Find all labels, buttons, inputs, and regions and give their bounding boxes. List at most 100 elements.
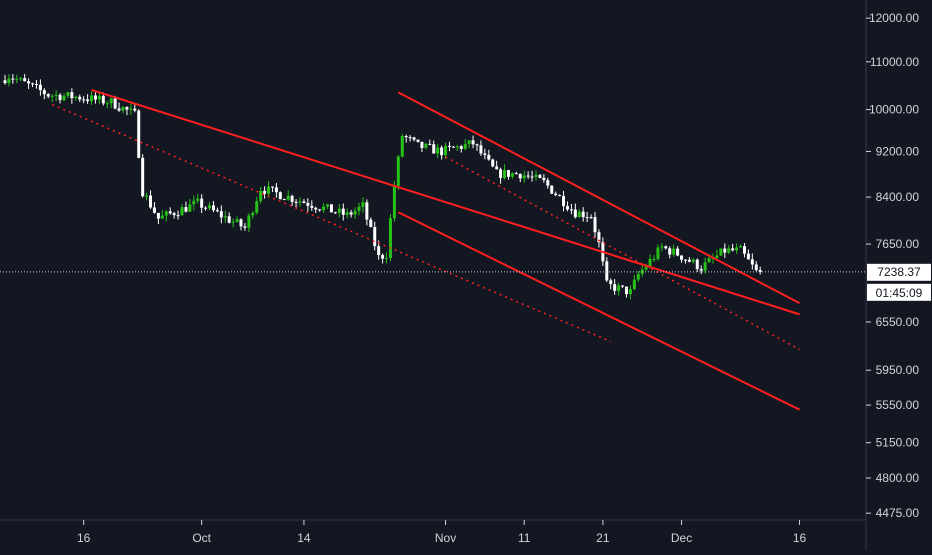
y-tick-label: 7650.00 xyxy=(876,237,920,251)
candle-body xyxy=(683,259,687,261)
candle-body xyxy=(467,140,471,145)
time-axis[interactable]: 16 Oct 14 Nov 11 21 Dec 16 xyxy=(77,520,807,545)
candle-body xyxy=(487,154,491,160)
candle-body xyxy=(451,146,455,148)
candle-body xyxy=(211,205,215,211)
candle-body xyxy=(381,254,385,259)
last-price-marker: 7238.37 01:45:09 xyxy=(0,263,931,301)
candle-body xyxy=(499,169,503,179)
candle-body xyxy=(628,289,632,295)
y-tick-label: 4475.00 xyxy=(876,506,920,520)
candle-body xyxy=(471,140,475,145)
y-tick-label: 6550.00 xyxy=(876,315,920,329)
candle-body xyxy=(255,201,259,213)
candle-body xyxy=(440,147,444,156)
candle-body xyxy=(90,95,94,102)
candle-body xyxy=(322,206,326,211)
candle-body xyxy=(593,217,597,233)
candle-body xyxy=(731,248,735,251)
candle-body xyxy=(672,248,676,255)
candle-body xyxy=(290,195,294,202)
candle-countdown: 01:45:09 xyxy=(876,286,923,300)
candle-body xyxy=(727,248,731,253)
channel-midline[interactable] xyxy=(445,156,800,351)
candle-body xyxy=(215,210,219,212)
candle-body xyxy=(353,210,357,215)
candle-body xyxy=(562,195,566,207)
candle-body xyxy=(680,255,684,260)
candle-body xyxy=(365,202,369,220)
candle-body xyxy=(463,144,467,149)
last-price-badge xyxy=(867,263,931,281)
candle-body xyxy=(54,94,58,96)
candle-body xyxy=(357,206,361,211)
candle-body xyxy=(589,217,593,219)
candle-body xyxy=(74,96,78,99)
candle-body xyxy=(34,84,38,86)
candle-body xyxy=(168,211,172,214)
channel-midline[interactable] xyxy=(51,103,612,343)
candle-body xyxy=(188,204,192,212)
candle-body xyxy=(270,186,274,188)
candle-body xyxy=(361,202,365,207)
x-tick-label: 16 xyxy=(793,531,807,545)
candle-body xyxy=(164,211,168,216)
candle-body xyxy=(133,108,137,111)
candle-body xyxy=(227,216,231,223)
candle-body xyxy=(719,248,723,256)
candle-body xyxy=(558,195,562,197)
candle-body xyxy=(38,84,42,91)
y-tick-label: 5150.00 xyxy=(876,436,920,450)
candle-body xyxy=(42,90,46,95)
candle-body xyxy=(530,176,534,178)
candle-body xyxy=(200,198,204,208)
y-tick-label: 12000.00 xyxy=(869,11,919,25)
candle-body xyxy=(278,192,282,200)
x-tick-label: Dec xyxy=(671,531,692,545)
candle-body xyxy=(514,173,518,175)
candle-body xyxy=(707,258,711,263)
y-tick-label: 10000.00 xyxy=(869,103,919,117)
candle-body xyxy=(522,175,526,179)
candle-body xyxy=(125,107,129,110)
candle-body xyxy=(326,204,330,207)
candle-body xyxy=(129,108,133,110)
candle-body xyxy=(459,146,463,149)
x-tick-label: 14 xyxy=(297,531,311,545)
candle-body xyxy=(7,78,11,84)
candle-body xyxy=(542,177,546,181)
candle-body xyxy=(624,286,628,295)
channel-trend-line[interactable] xyxy=(91,88,800,316)
candle-body xyxy=(302,201,306,203)
candle-body xyxy=(546,180,550,186)
candle-body xyxy=(349,212,353,215)
candle-body xyxy=(385,257,389,259)
candle-body xyxy=(329,204,333,213)
candle-body xyxy=(436,147,440,154)
candle-body xyxy=(176,215,180,217)
candle-body xyxy=(660,246,664,248)
candle-body xyxy=(149,195,153,208)
candle-body xyxy=(392,185,396,219)
candle-body xyxy=(617,285,621,291)
candle-body xyxy=(573,209,577,218)
candle-body xyxy=(247,215,251,228)
y-tick-label: 8400.00 xyxy=(876,190,920,204)
candle-body xyxy=(105,103,109,105)
price-axis[interactable]: 12000.00 11000.00 10000.00 9200.00 8400.00 76… xyxy=(866,11,919,520)
candle-body xyxy=(739,246,743,248)
candle-body xyxy=(66,92,70,96)
candle-body xyxy=(510,173,514,177)
candle-body xyxy=(109,98,113,104)
candle-body xyxy=(50,95,54,97)
candle-body xyxy=(664,246,668,249)
candle-body xyxy=(82,99,86,101)
candle-body xyxy=(141,157,145,197)
candle-body xyxy=(3,80,7,84)
channel-trend-line[interactable] xyxy=(397,211,800,411)
channel-trend-line[interactable] xyxy=(397,91,800,305)
candles-layer xyxy=(3,74,762,300)
